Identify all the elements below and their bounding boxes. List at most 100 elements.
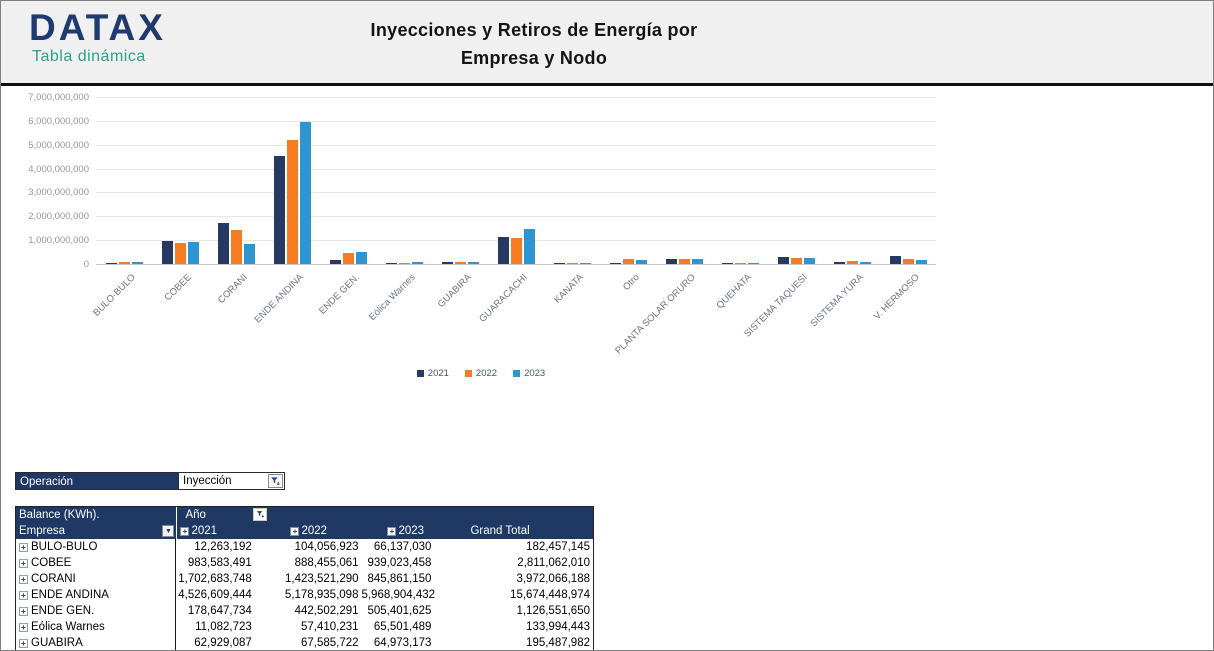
bar-2023	[131, 262, 143, 264]
col-header-grand-total: Grand Total	[470, 525, 530, 537]
row-label-cell: + BULO-BULO	[16, 539, 175, 555]
row-label-cell: + ENDE ANDINA	[16, 587, 175, 603]
collapse-2023-button[interactable]: +	[387, 526, 397, 536]
bar-2022	[286, 140, 298, 264]
table-row: + CORANI 1,702,683,748 1,423,521,290 845,861…	[16, 571, 593, 587]
bar-2021	[609, 263, 621, 264]
bar-2022	[342, 253, 354, 264]
x-axis-label: COBEE	[162, 272, 194, 304]
report-title-line2: Empresa y Nodo	[460, 48, 608, 68]
row-label-cell: + ENDE GEN.	[16, 603, 175, 619]
bar-2022	[734, 263, 746, 264]
bar-2021	[273, 156, 285, 264]
x-axis-line	[96, 264, 936, 265]
value-cell: 64,973,173	[373, 637, 432, 649]
expand-row-button[interactable]: +	[19, 590, 28, 600]
value-cell: 15,674,448,974	[510, 589, 590, 601]
x-axis-label: Eólica Warnes	[366, 272, 418, 323]
value-cell: 983,583,491	[187, 557, 252, 569]
row-label-text: CORANI	[31, 573, 76, 585]
value-cell: 1,702,683,748	[178, 573, 252, 585]
x-axis-label: QUEHATA	[714, 272, 754, 312]
bar-2023	[747, 263, 759, 264]
value-cell: 442,502,291	[294, 605, 359, 617]
bar-2021	[777, 257, 789, 264]
expand-row-button[interactable]: +	[19, 542, 28, 552]
pivot-row-field-label: Empresa	[19, 525, 66, 537]
bar-2022	[846, 261, 858, 264]
y-axis-tick-label: 1,000,000,000	[28, 235, 89, 247]
value-cell: 57,410,231	[301, 621, 359, 633]
row-label-text: ENDE ANDINA	[31, 589, 109, 601]
logo-subtitle: Tabla dinámica	[32, 48, 146, 65]
value-cell: 12,263,192	[194, 541, 252, 553]
legend-swatch-icon	[464, 370, 472, 377]
bar-2021	[721, 263, 733, 264]
row-label-cell: + COBEE	[16, 555, 175, 571]
y-axis-tick-label: 6,000,000,000	[28, 115, 89, 127]
bar-2023	[915, 260, 927, 264]
row-values: 11,082,723 57,410,231 65,501,489 133,994,44…	[175, 619, 593, 635]
bar-2022	[174, 243, 186, 264]
pivot-table: Balance (KWh). Año Empresa ▼ +2021 +2022	[15, 506, 594, 650]
bar-2022	[678, 259, 690, 264]
report-title-line1: Inyecciones y Retiros de Energía por	[370, 20, 698, 40]
x-axis-label: BULO-BULO	[91, 272, 138, 319]
bar-2023	[523, 229, 535, 264]
bar-2022	[454, 262, 466, 264]
col-header-2021: +2021	[180, 523, 217, 539]
chart-legend: 2021 2022 2023	[61, 368, 901, 379]
bar-2021	[833, 262, 845, 264]
header-band: DATAX Tabla dinámica Inyecciones y Retir…	[1, 1, 1213, 86]
bar-2022	[398, 263, 410, 264]
bar-2022	[566, 263, 578, 264]
bar-2022	[902, 259, 914, 264]
bar-2023	[691, 259, 703, 264]
gridline	[96, 216, 936, 218]
collapse-2021-button[interactable]: +	[180, 526, 190, 536]
collapse-2022-button[interactable]: +	[290, 526, 300, 536]
expand-row-button[interactable]: +	[19, 558, 28, 568]
logo-datax: DATAX	[29, 7, 166, 48]
filter-field-operacion: Operación	[15, 472, 178, 490]
bar-2023	[803, 258, 815, 264]
value-cell: 4,526,609,444	[178, 589, 252, 601]
table-row: + GUABIRA 62,929,087 67,585,722 64,973,173 19…	[16, 635, 593, 650]
filter-selected-value: Inyección	[183, 475, 232, 487]
pivot-header-row-1: Balance (KWh). Año	[16, 507, 593, 523]
bar-2022	[230, 230, 242, 264]
value-cell: 505,401,625	[367, 605, 432, 617]
funnel-icon	[271, 476, 280, 485]
value-cell: 182,457,145	[526, 541, 590, 553]
legend-swatch-icon	[513, 370, 521, 377]
expand-row-button[interactable]: +	[19, 606, 28, 616]
legend-item-2022: 2022	[464, 368, 497, 379]
empresa-dropdown-button[interactable]: ▼	[162, 525, 175, 537]
filter-value-cell[interactable]: Inyección	[178, 472, 285, 490]
bar-2023	[579, 263, 591, 264]
expand-row-button[interactable]: +	[19, 638, 28, 648]
expand-row-button[interactable]: +	[19, 574, 28, 584]
expand-row-button[interactable]: +	[19, 622, 28, 632]
x-axis-label: ENDE ANDINA	[252, 272, 306, 326]
report-title: Inyecciones y Retiros de Energía por Emp…	[254, 16, 814, 72]
table-row: + ENDE ANDINA 4,526,609,444 5,178,935,098 5,…	[16, 587, 593, 603]
value-cell: 845,861,150	[367, 573, 432, 585]
pivot-corner-label: Balance (KWh).	[19, 509, 100, 521]
logo: DATAX Tabla dinámica	[29, 9, 166, 66]
bar-2023	[467, 262, 479, 264]
row-values: 12,263,192 104,056,923 66,137,030 182,457,1…	[175, 539, 593, 555]
y-axis-tick-label: 5,000,000,000	[28, 139, 89, 151]
value-cell: 888,455,061	[294, 557, 359, 569]
year-filter-button[interactable]	[253, 508, 268, 521]
filter-funnel-button[interactable]	[268, 474, 283, 488]
value-cell: 178,647,734	[187, 605, 252, 617]
value-cell: 939,023,458	[367, 557, 432, 569]
bar-2023	[355, 252, 367, 264]
x-axis-label: GUABIRA	[435, 272, 474, 311]
bar-2021	[329, 260, 341, 264]
value-cell: 133,994,443	[526, 621, 590, 633]
table-row: + ENDE GEN. 178,647,734 442,502,291 505,401,…	[16, 603, 593, 619]
pivot-year-headers: +2021 +2022 +2023 Grand Total	[176, 523, 593, 539]
legend-item-2021: 2021	[416, 368, 449, 379]
